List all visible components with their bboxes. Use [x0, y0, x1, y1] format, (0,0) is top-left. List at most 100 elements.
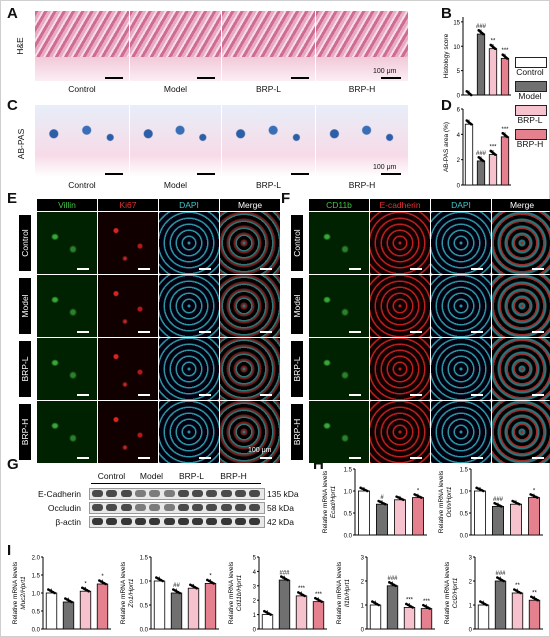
- significance-label: ###: [279, 570, 290, 576]
- y-tick-label: 1.0: [32, 592, 41, 598]
- significance-label: **: [532, 590, 537, 596]
- group-label: BRP-L: [255, 84, 282, 94]
- data-point: [384, 502, 387, 506]
- scale-bar: [197, 173, 215, 175]
- scale-bar: [410, 394, 422, 396]
- blot-band: [120, 490, 132, 497]
- scale-bar: [532, 394, 544, 396]
- legend-label: BRP-H: [516, 139, 544, 149]
- if-header: E-cadherin: [370, 199, 430, 211]
- significance-label: ***: [406, 598, 414, 604]
- scale-bar: [77, 331, 89, 333]
- blot-lane-label: Model: [139, 471, 164, 481]
- fluorescence-image: [98, 338, 158, 400]
- blot-band: [177, 518, 189, 525]
- y-tick-label: 0: [469, 628, 473, 634]
- y-tick-label: 3: [361, 556, 365, 562]
- y-tick-label: 6: [457, 108, 461, 114]
- panel-label-c: C: [7, 97, 18, 114]
- blot-band: [235, 490, 246, 497]
- fluorescence-image: [431, 401, 491, 463]
- blot-band: [206, 490, 218, 497]
- scale-bar: [77, 268, 89, 270]
- y-tick-label: 2: [457, 158, 461, 164]
- y-tick-label: 0: [253, 628, 257, 634]
- y-tick-label: 3: [469, 556, 473, 562]
- data-point: [500, 505, 503, 508]
- scale-bar: [349, 394, 361, 396]
- y-tick-label: 5: [253, 556, 257, 562]
- data-point: [469, 122, 473, 126]
- y-tick-label: 0.5: [140, 604, 149, 610]
- y-tick-label: 10: [453, 45, 460, 51]
- blot-band: [192, 490, 204, 497]
- significance-label: ###: [476, 24, 487, 30]
- y-axis-label: Relative mRNA levels: [438, 470, 445, 533]
- group-label: BRP-H: [348, 180, 376, 190]
- y-axis-label: AB-PAS area (%): [443, 122, 450, 172]
- significance-label: *: [533, 488, 536, 494]
- bar: [79, 590, 92, 630]
- scale-bar: [138, 457, 150, 459]
- group-label: Model: [163, 84, 188, 94]
- scale-bar: [199, 457, 211, 459]
- blot-band: [106, 504, 118, 511]
- data-point: [502, 579, 505, 583]
- data-point: [469, 93, 473, 97]
- group-label: Control: [68, 180, 96, 190]
- legend-label: Control: [516, 67, 544, 77]
- data-point: [482, 489, 485, 493]
- data-point: [411, 606, 414, 609]
- fluorescence-image: [98, 401, 158, 463]
- data-point: [320, 600, 323, 603]
- data-point: [70, 600, 73, 604]
- blot-band: [120, 504, 132, 511]
- bar: [278, 579, 291, 630]
- blot-protein-label: Occludin: [47, 503, 81, 513]
- y-axis-label-gene: Ecad/Hprt1: [330, 485, 337, 518]
- chart-i-il1b: 0 1 2 3 ### *** *** Relative mRNA levels Il1b/Hp…: [336, 556, 435, 634]
- bar: [394, 499, 406, 536]
- panel-label-f: F: [281, 190, 291, 207]
- if-row-label: BRP-H: [19, 404, 31, 460]
- scale-bar: [260, 268, 272, 270]
- if-header: Ki67: [98, 199, 158, 211]
- scale-bar: [471, 268, 483, 270]
- scale-bar-text: 100 μm: [373, 68, 397, 75]
- fluorescence-image: [370, 275, 430, 337]
- bar: [420, 608, 433, 630]
- group-label: Control: [68, 84, 96, 94]
- scale-bar: [77, 457, 89, 459]
- fluorescence-image: [37, 212, 97, 274]
- y-tick-label: 2: [469, 580, 473, 586]
- y-tick-label: 1.5: [460, 468, 469, 474]
- scale-bar: [138, 331, 150, 333]
- data-point: [493, 47, 497, 50]
- if-row-label: Control: [19, 215, 31, 271]
- y-axis-label-gene: Zo1/Hprt1: [128, 578, 135, 608]
- chart-h-ecad: 0.0 0.5 1.0 1.5 # * Relative mRNA levels Ecad/H…: [322, 468, 427, 540]
- blot-band: [163, 490, 175, 497]
- if-header: DAPI: [431, 199, 491, 211]
- scale-bar-text: 100 μm: [373, 164, 397, 171]
- scale-bar: [291, 173, 309, 175]
- y-axis-label: Relative mRNA levels: [120, 561, 127, 624]
- bar: [170, 592, 183, 630]
- he-image-model: [130, 11, 221, 81]
- blot-band: [249, 490, 261, 497]
- panel-label-b: B: [441, 5, 452, 22]
- if-header: Merge: [492, 199, 550, 211]
- scale-bar: [77, 394, 89, 396]
- blot-band: [163, 518, 175, 525]
- data-point: [53, 591, 56, 595]
- significance-label: ###: [476, 151, 487, 157]
- if-header: Villin: [37, 199, 97, 211]
- y-tick-label: 2.0: [32, 556, 41, 562]
- significance-label: ***: [501, 127, 509, 133]
- blot-band: [92, 490, 103, 497]
- blot-band: [120, 518, 132, 525]
- y-axis-label: Relative mRNA levels: [322, 470, 329, 533]
- y-axis-label: Histology score: [443, 33, 450, 78]
